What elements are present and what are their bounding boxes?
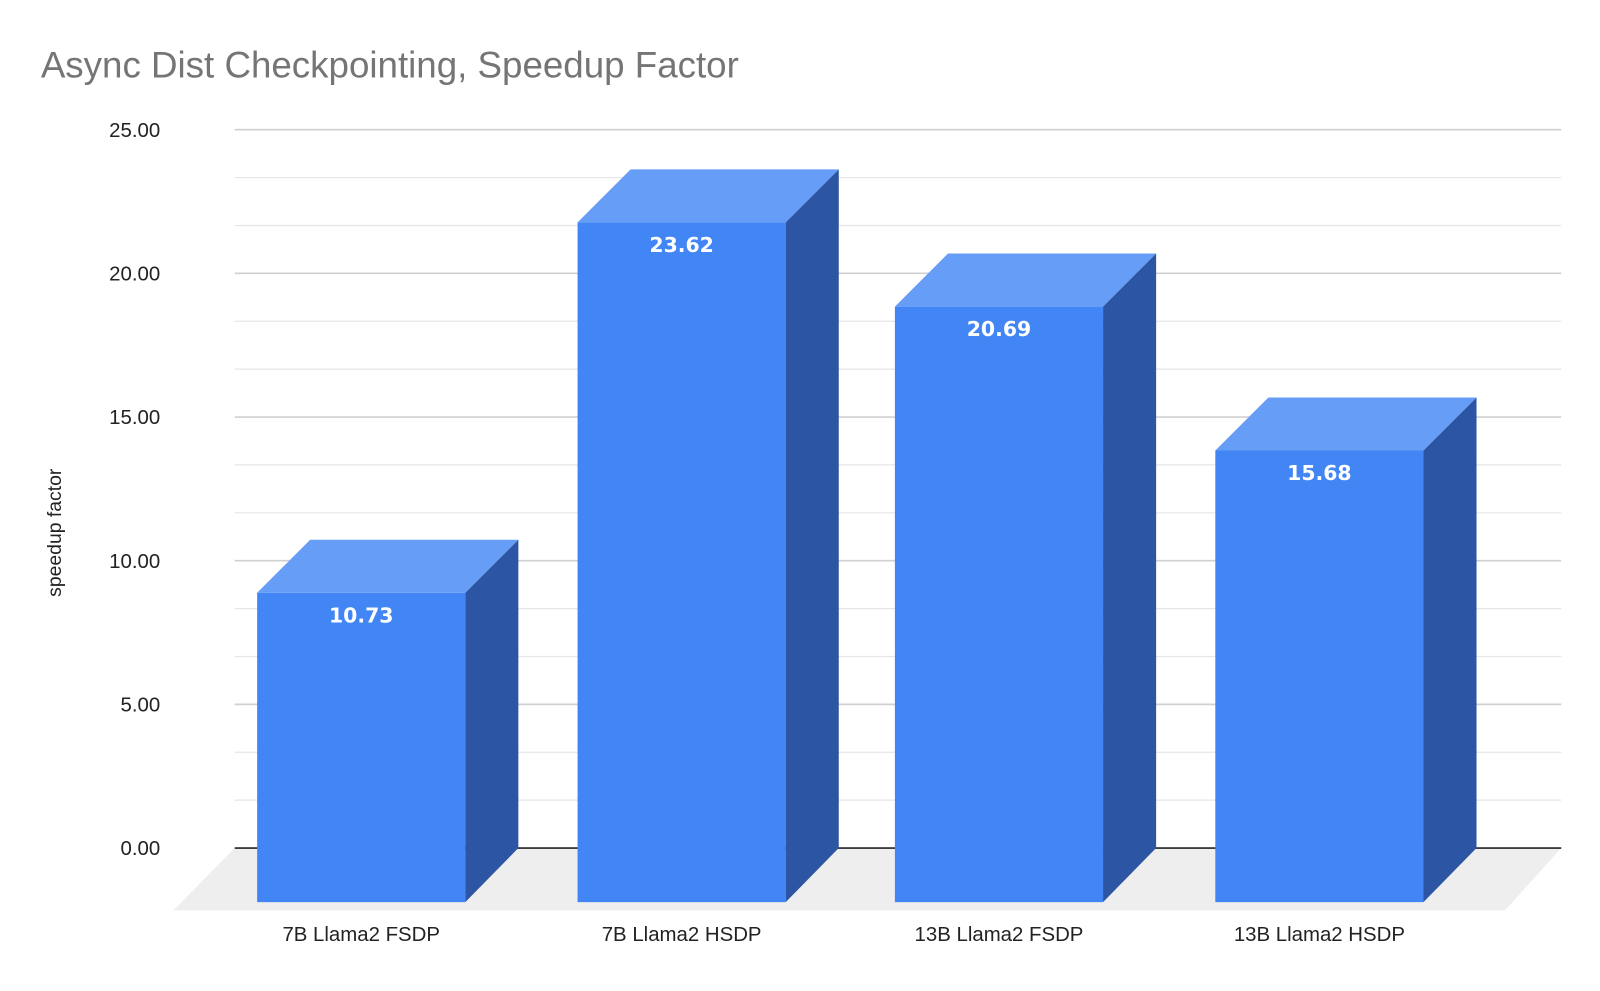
bar: 20.69 bbox=[894, 253, 1157, 903]
bar-front-face bbox=[257, 592, 466, 903]
y-tick-label: 15.00 bbox=[109, 407, 160, 429]
bar-front-face bbox=[577, 222, 786, 903]
bar-top-face bbox=[1215, 397, 1477, 451]
x-tick-label: 13B Llama2 FSDP bbox=[915, 924, 1084, 946]
y-tick-label: 25.00 bbox=[109, 120, 160, 142]
data-label: 15.68 bbox=[1287, 461, 1351, 485]
bar: 10.73 bbox=[257, 539, 519, 903]
bar: 23.62 bbox=[577, 169, 839, 903]
x-tick-label: 7B Llama2 HSDP bbox=[602, 924, 762, 946]
bar-side-face bbox=[785, 169, 839, 903]
bar-top-face bbox=[257, 539, 519, 593]
x-tick-label: 7B Llama2 FSDP bbox=[282, 924, 440, 946]
y-tick-label: 5.00 bbox=[121, 695, 161, 717]
bar-top-face bbox=[577, 169, 839, 223]
x-tick-label: 13B Llama2 HSDP bbox=[1234, 924, 1405, 946]
bar-side-face bbox=[1423, 397, 1477, 903]
y-tick-label: 10.00 bbox=[109, 551, 160, 573]
chart-floor bbox=[173, 848, 1562, 911]
bars: 10.73 23.62 20.69 15.68 bbox=[257, 169, 1477, 903]
bar-front-face bbox=[894, 306, 1104, 903]
bar-side-face bbox=[1103, 253, 1157, 903]
data-label: 23.62 bbox=[649, 233, 714, 257]
bar-side-face bbox=[465, 539, 519, 903]
x-axis-labels: 7B Llama2 FSDP 7B Llama2 HSDP 13B Llama2 F… bbox=[282, 924, 1404, 946]
bar: 15.68 bbox=[1215, 397, 1477, 903]
y-tick-label: 20.00 bbox=[109, 263, 160, 285]
bar-front-face bbox=[1215, 450, 1424, 903]
data-label: 20.69 bbox=[967, 317, 1032, 341]
y-axis-label: speedup factor bbox=[44, 468, 66, 597]
y-tick-label: 0.00 bbox=[121, 838, 161, 860]
bar-top-face bbox=[894, 253, 1157, 307]
y-axis-ticks: 0.00 5.00 10.00 15.00 20.00 25.00 bbox=[109, 120, 160, 860]
data-label: 10.73 bbox=[329, 603, 393, 627]
chart-title: Async Dist Checkpointing, Speedup Factor bbox=[41, 45, 739, 86]
